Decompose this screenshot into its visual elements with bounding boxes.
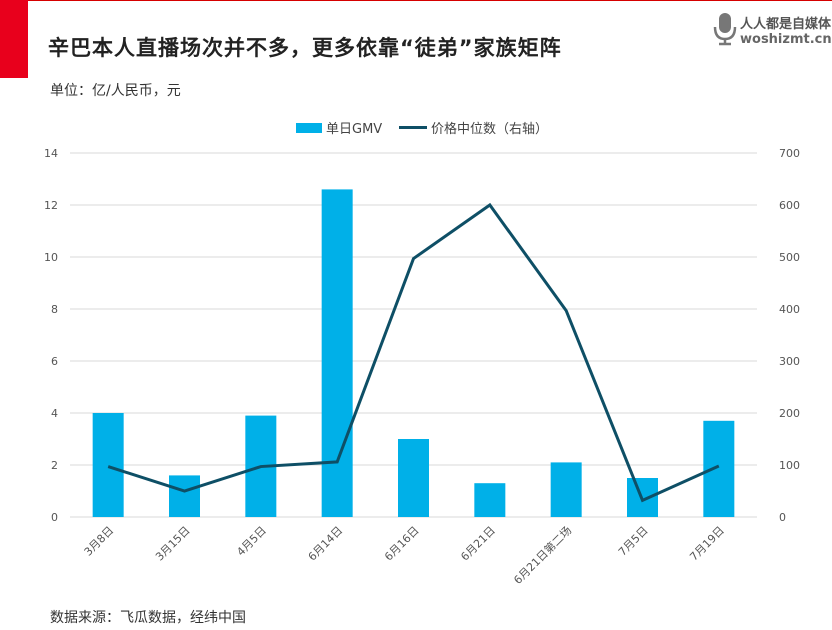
y-right-tick-label: 400 (779, 303, 800, 316)
bar-gmv (92, 413, 124, 517)
accent-bar (0, 0, 28, 78)
legend-item-gmv: 单日GMV (296, 118, 382, 137)
x-tick-label: 6月21日第二场 (511, 523, 575, 587)
bar-gmv (398, 439, 429, 517)
chart-title: 辛巴本人直播场次并不多，更多依靠“徒弟”家族矩阵 (48, 36, 562, 60)
y-left-tick-label: 12 (44, 199, 58, 212)
y-right-tick-label: 700 (779, 147, 800, 160)
x-tick-label: 7月19日 (687, 524, 727, 564)
unit-label: 单位：亿/人民币，元 (50, 83, 181, 99)
y-right-tick-label: 200 (779, 407, 800, 420)
y-left-tick-label: 0 (51, 511, 58, 524)
legend-label-price: 价格中位数（右轴） (431, 122, 549, 137)
watermark-name: 人人都是自媒体 (740, 17, 832, 32)
x-tick-label: 3月8日 (82, 524, 117, 559)
x-tick-label: 6月21日 (458, 524, 498, 564)
bar-gmv (550, 462, 582, 517)
source-note: 数据来源：飞瓜数据，经纬中国 (50, 610, 246, 626)
x-tick-label: 6月16日 (382, 524, 422, 564)
y-left-tick-label: 14 (44, 147, 58, 160)
bar-gmv (169, 475, 200, 517)
watermark: 人人都是自媒体 woshizmt.cn (712, 10, 832, 50)
y-right-tick-label: 100 (779, 459, 800, 472)
y-left-tick-label: 10 (44, 251, 58, 264)
top-rule (0, 0, 832, 1)
y-right-tick-label: 0 (779, 511, 786, 524)
bar-gmv (321, 189, 353, 517)
y-left-tick-label: 2 (51, 459, 58, 472)
y-right-tick-label: 500 (779, 251, 800, 264)
legend-item-price: 价格中位数（右轴） (399, 118, 548, 137)
x-tick-label: 6月14日 (306, 524, 346, 564)
legend-label-gmv: 单日GMV (326, 122, 383, 137)
line-price-median (107, 202, 720, 503)
legend-line-swatch (399, 126, 427, 129)
legend-bar-swatch (296, 122, 322, 133)
watermark-url: woshizmt.cn (740, 32, 832, 47)
bar-gmv (474, 483, 506, 517)
y-left-tick-label: 8 (51, 303, 58, 316)
x-tick-label: 7月5日 (616, 524, 651, 559)
x-tick-label: 3月15日 (153, 524, 193, 564)
y-left-tick-label: 4 (51, 407, 58, 420)
y-right-tick-label: 600 (779, 199, 800, 212)
y-right-tick-label: 300 (779, 355, 800, 368)
bar-gmv (703, 420, 735, 517)
y-left-tick-label: 6 (51, 355, 58, 368)
x-tick-label: 4月5日 (234, 524, 269, 559)
microphone-icon (713, 13, 737, 46)
